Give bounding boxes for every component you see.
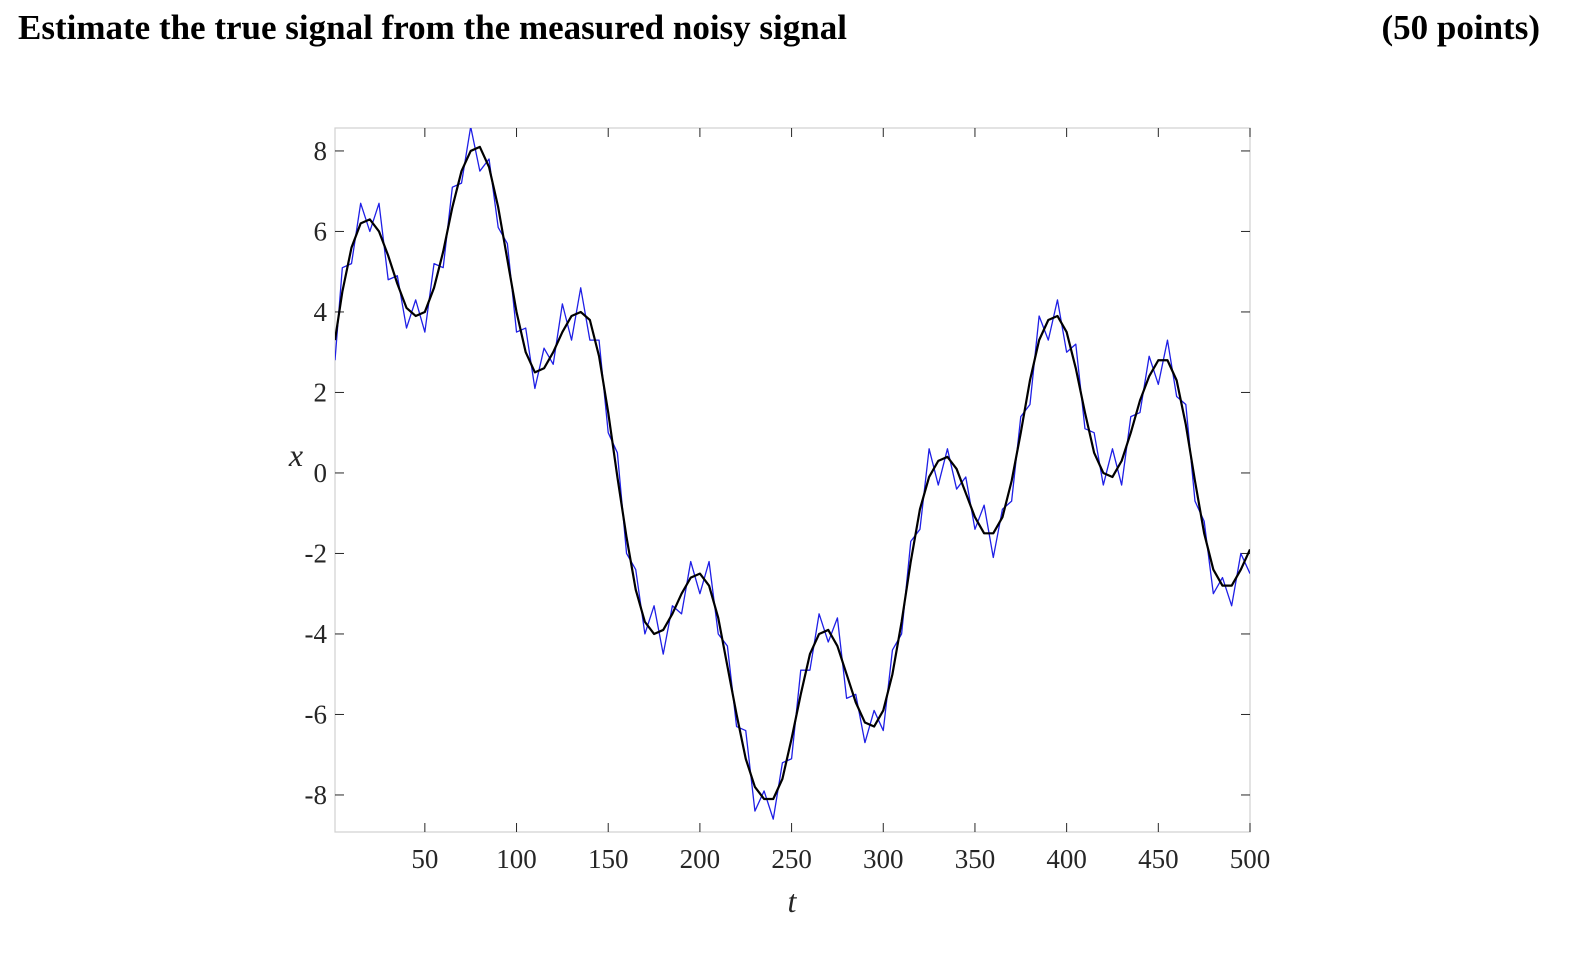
x-tick-label: 50 xyxy=(411,844,438,874)
y-axis-label: x xyxy=(288,437,303,473)
x-axis-label: t xyxy=(788,883,798,919)
y-tick-label: -2 xyxy=(305,538,328,568)
x-tick-label: 100 xyxy=(496,844,537,874)
x-tick-label: 400 xyxy=(1046,844,1087,874)
x-tick-label: 300 xyxy=(863,844,904,874)
title: Estimate the true signal from the measur… xyxy=(18,8,847,47)
plot-area xyxy=(334,127,1251,833)
x-tick-label: 200 xyxy=(680,844,721,874)
y-tick-label: 6 xyxy=(314,216,328,246)
y-tick-label: -8 xyxy=(305,780,328,810)
y-tick-label: 4 xyxy=(314,297,328,327)
y-tick-label: 2 xyxy=(314,377,328,407)
y-tick-label: -4 xyxy=(305,619,328,649)
y-tick-label: 0 xyxy=(314,458,328,488)
points: (50 points) xyxy=(1381,8,1541,47)
x-tick-label: 500 xyxy=(1230,844,1271,874)
y-tick-label: -6 xyxy=(305,699,328,729)
x-tick-label: 250 xyxy=(771,844,812,874)
series-line xyxy=(335,128,1250,820)
x-tick-label: 150 xyxy=(588,844,629,874)
x-tick-label: 350 xyxy=(955,844,996,874)
y-tick-label: 8 xyxy=(314,136,328,166)
x-tick-label: 450 xyxy=(1138,844,1179,874)
series-line xyxy=(335,145,1250,801)
